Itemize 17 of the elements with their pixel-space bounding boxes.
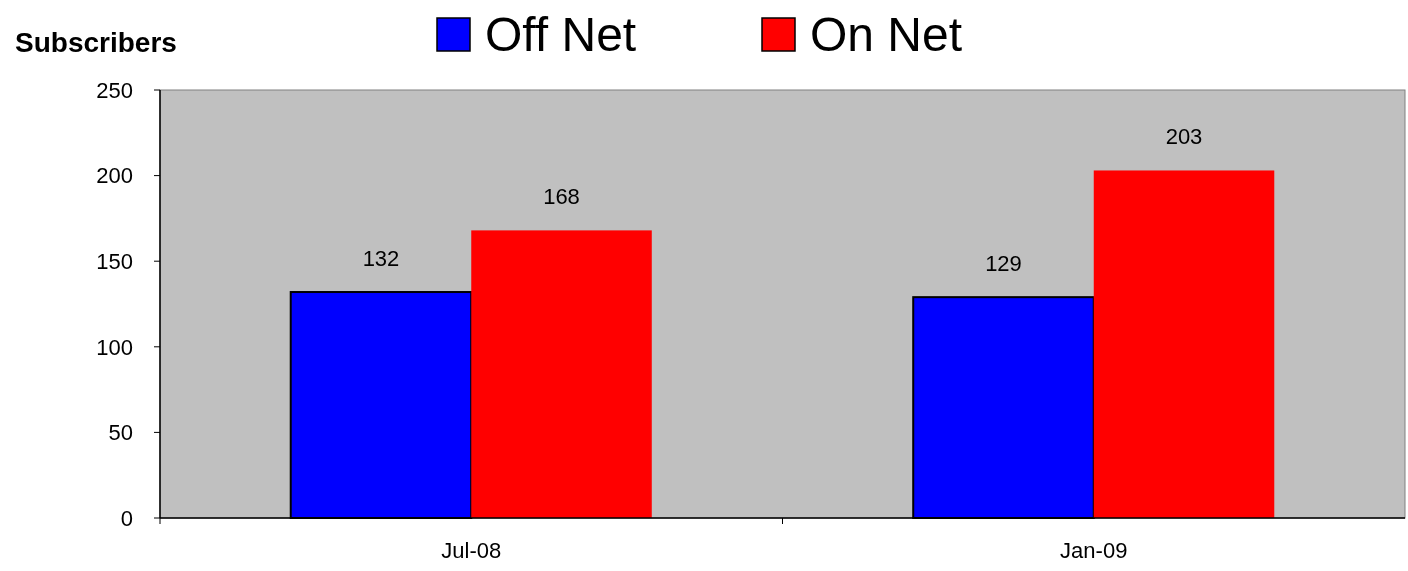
data-label: 129	[985, 251, 1022, 277]
y-tick-label: 100	[96, 334, 133, 360]
data-label: 168	[543, 184, 580, 210]
y-tick-label: 200	[96, 163, 133, 189]
y-tick-label: 0	[120, 505, 133, 531]
y-tick-label: 150	[96, 248, 133, 274]
bar	[471, 230, 652, 518]
bar	[1093, 170, 1275, 518]
y-tick-label: 250	[96, 77, 133, 103]
x-tick-label: Jul-08	[441, 538, 502, 563]
x-tick-label: Jan-09	[1060, 538, 1128, 563]
y-tick-label: 50	[108, 420, 133, 446]
legend-label: On Net	[810, 8, 963, 61]
legend-label: Off Net	[485, 8, 637, 61]
data-label: 132	[362, 246, 400, 272]
y-axis-title: Subscribers	[15, 27, 177, 58]
data-label: 203	[1165, 124, 1203, 150]
